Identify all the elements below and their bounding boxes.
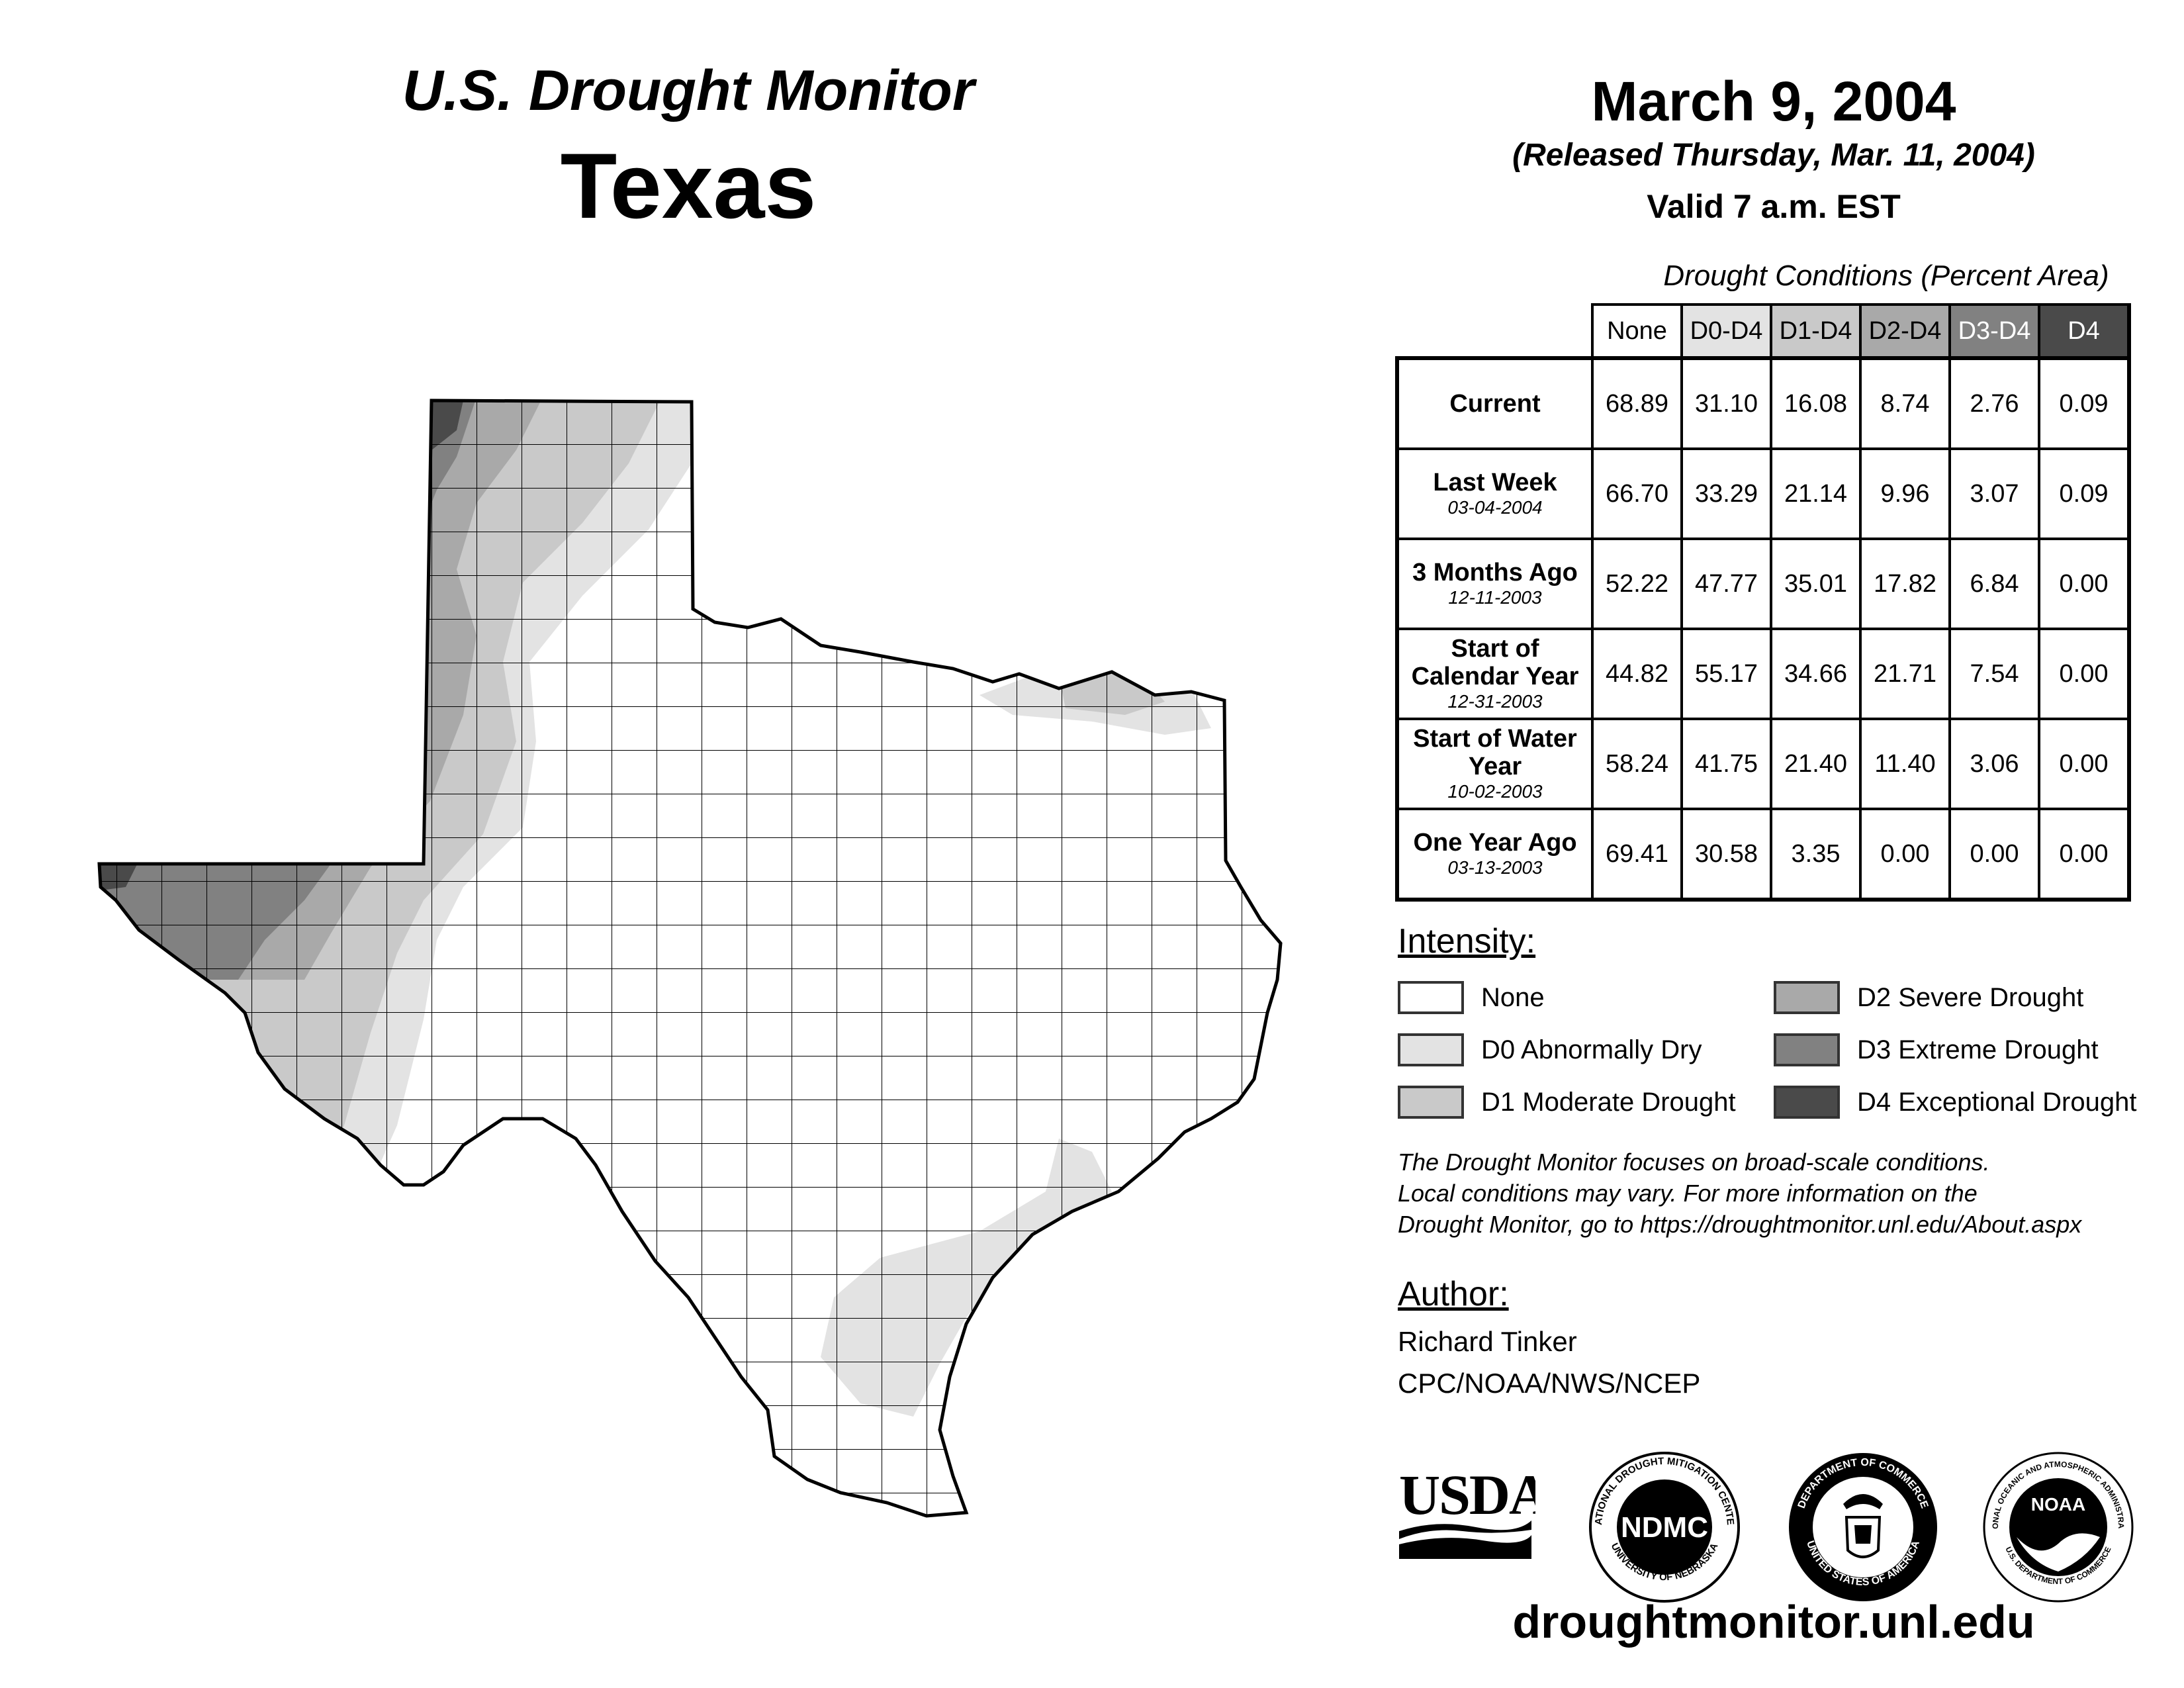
row-label: 3 Months Ago 12-11-2003 bbox=[1395, 538, 1594, 630]
table-row: Current 68.89 31.10 16.08 8.74 2.76 0.09 bbox=[1395, 357, 2131, 450]
table-row: Start of Water Year 10-02-2003 58.24 41.7… bbox=[1395, 718, 2131, 810]
row-label: Start of Calendar Year 12-31-2003 bbox=[1395, 628, 1594, 720]
row-label: Current bbox=[1395, 357, 1594, 450]
legend-swatch bbox=[1398, 981, 1464, 1014]
map-title: Texas bbox=[560, 134, 817, 238]
legend-swatch bbox=[1398, 1086, 1464, 1119]
noaa-logo: NATIONAL OCEANIC AND ATMOSPHERIC ADMINIS… bbox=[1976, 1444, 2134, 1603]
author-org: CPC/NOAA/NWS/NCEP bbox=[1398, 1368, 1701, 1399]
usda-logo: USDA bbox=[1399, 1463, 1535, 1559]
texas-drought-map bbox=[0, 0, 1377, 1589]
row-label: Start of Water Year 10-02-2003 bbox=[1395, 718, 1594, 810]
col-d3-d4: D3-D4 bbox=[1948, 303, 2040, 360]
svg-text:USDA: USDA bbox=[1399, 1463, 1535, 1526]
legend-swatch bbox=[1774, 1086, 1840, 1119]
col-d2-d4: D2-D4 bbox=[1859, 303, 1951, 360]
legend-swatch bbox=[1774, 981, 1840, 1014]
valid-time: Valid 7 a.m. EST bbox=[1647, 188, 1901, 225]
legend-swatch bbox=[1774, 1033, 1840, 1066]
disclaimer-note: The Drought Monitor focuses on broad-sca… bbox=[1398, 1149, 2082, 1238]
footer-url[interactable]: droughtmonitor.unl.edu bbox=[1512, 1596, 2035, 1648]
author-name: Richard Tinker bbox=[1398, 1326, 1577, 1357]
table-row: Start of Calendar Year 12-31-2003 44.82 5… bbox=[1395, 628, 2131, 720]
author-heading: Author: bbox=[1398, 1275, 1509, 1313]
commerce-seal: DEPARTMENT OF COMMERCE UNITED STATES OF … bbox=[1789, 1453, 1937, 1601]
map-date: March 9, 2004 bbox=[1591, 70, 1956, 132]
table-caption: Drought Conditions (Percent Area) bbox=[1663, 259, 2109, 292]
svg-text:NDMC: NDMC bbox=[1621, 1511, 1708, 1544]
table-row: 3 Months Ago 12-11-2003 52.22 47.77 35.01… bbox=[1395, 538, 2131, 630]
col-none: None bbox=[1591, 303, 1683, 360]
col-d0-d4: D0-D4 bbox=[1680, 303, 1772, 360]
release-date: (Released Thursday, Mar. 11, 2004) bbox=[1512, 138, 2035, 173]
col-d4: D4 bbox=[2038, 303, 2131, 360]
legend-swatch bbox=[1398, 1033, 1464, 1066]
table-row: Last Week 03-04-2004 66.70 33.29 21.14 9.… bbox=[1395, 447, 2131, 540]
ndmc-logo: NDMC NATIONAL DROUGHT MITIGATION CENTER … bbox=[1582, 1444, 1740, 1603]
table-row: One Year Ago 03-13-2003 69.41 30.58 3.35 … bbox=[1395, 808, 2131, 902]
svg-text:NOAA: NOAA bbox=[2031, 1494, 2085, 1515]
row-label: Last Week 03-04-2004 bbox=[1395, 447, 1594, 540]
legend-heading: Intensity: bbox=[1398, 922, 1536, 961]
col-d1-d4: D1-D4 bbox=[1770, 303, 1862, 360]
row-label: One Year Ago 03-13-2003 bbox=[1395, 808, 1594, 902]
drought-conditions-table: None D0-D4 D1-D4 D2-D4 D3-D4 D4 Current … bbox=[1395, 303, 2131, 902]
map-subtitle: U.S. Drought Monitor bbox=[402, 59, 975, 122]
